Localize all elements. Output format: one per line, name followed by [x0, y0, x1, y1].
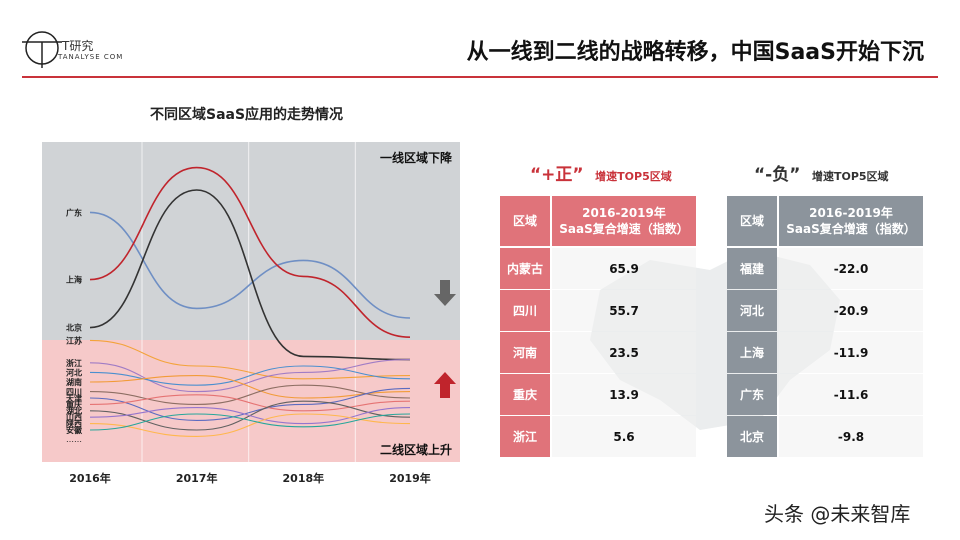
row-region: 北京 [727, 416, 777, 457]
series-line-3 [89, 189, 411, 361]
x-tick-label: 2019年 [389, 471, 431, 485]
series-line-7 [89, 375, 411, 399]
series-label: 重庆 [66, 399, 82, 409]
series-label: 江苏 [66, 335, 82, 345]
series-label-more: …… [66, 435, 82, 444]
row-value: -11.9 [779, 332, 923, 373]
row-region: 上海 [727, 332, 777, 373]
row-region: 河南 [500, 332, 550, 373]
col-header-value: 2016-2019年 SaaS复合增速（指数） [552, 196, 696, 246]
chart-title: 不同区域SaaS应用的走势情况 [150, 107, 344, 123]
logo-en-text: TANALYSE COM [58, 53, 124, 61]
series-label: 陕西 [66, 419, 82, 429]
row-region: 四川 [500, 290, 550, 331]
bottom-region-annotation: 二线区域上升 [380, 442, 452, 457]
series-line-1 [89, 211, 411, 319]
upper-region-band [42, 142, 460, 340]
positive-title-small: 增速TOP5区域 [595, 170, 672, 183]
negative-growth-table: 区域 2016-2019年 SaaS复合增速（指数） 福建 -22.0 河北 -20.9 上… [727, 196, 923, 457]
series-label: 安徽 [66, 425, 83, 435]
row-region: 广东 [727, 374, 777, 415]
positive-growth-table: 区域 2016-2019年 SaaS复合增速（指数） 内蒙古 65.9 四川 55.7 河南… [500, 196, 696, 457]
row-value: 23.5 [552, 332, 696, 373]
series-label: 河北 [66, 367, 82, 377]
row-region: 河北 [727, 290, 777, 331]
negative-table-title: “-负” 增速TOP5区域 [754, 160, 889, 185]
row-value: 5.6 [552, 416, 696, 457]
slide-title: 从一线到二线的战略转移，中国SaaS开始下沉 [466, 40, 924, 65]
row-value: 13.9 [552, 374, 696, 415]
row-value: 65.9 [552, 248, 696, 289]
row-region: 福建 [727, 248, 777, 289]
region-trend-chart: 2016年 2017年 2018年 2019年 广东上海北京江苏浙江河北湖南四川天津重庆… [42, 142, 463, 485]
col-header-region: 区域 [500, 196, 550, 246]
row-region: 内蒙古 [500, 248, 550, 289]
series-line-12 [89, 407, 411, 425]
positive-title-big: “+正” [530, 165, 584, 185]
tanalyse-logo [22, 31, 62, 68]
series-line-9 [89, 387, 411, 421]
x-tick-label: 2018年 [283, 471, 325, 485]
row-value: -9.8 [779, 416, 923, 457]
series-label: 上海 [66, 275, 82, 285]
title-rule [22, 76, 938, 78]
series-label: 天津 [66, 393, 82, 403]
logo-cn-text: T研究 [62, 39, 94, 53]
series-label: 湖南 [66, 377, 82, 387]
x-tick-label: 2017年 [176, 471, 218, 485]
x-tick-label: 2016年 [69, 471, 111, 485]
series-line-8 [89, 384, 411, 405]
up-arrow-icon [434, 372, 456, 398]
row-value: -20.9 [779, 290, 923, 331]
col-header-value: 2016-2019年 SaaS复合增速（指数） [779, 196, 923, 246]
series-label: 四川 [66, 388, 82, 397]
positive-table-title: “+正” 增速TOP5区域 [530, 160, 672, 185]
negative-title-big: “-负” [754, 165, 801, 185]
series-label: 山西 [66, 412, 82, 422]
series-label: 浙江 [66, 358, 82, 368]
series-line-13 [89, 413, 411, 437]
series-label: 广东 [66, 207, 82, 217]
negative-title-small: 增速TOP5区域 [811, 170, 889, 183]
series-line-5 [89, 359, 411, 393]
top-region-annotation: 一线区域下降 [380, 150, 453, 165]
series-line-4 [89, 339, 411, 380]
series-line-14 [89, 413, 411, 431]
row-region: 浙江 [500, 416, 550, 457]
row-value: -22.0 [779, 248, 923, 289]
row-region: 重庆 [500, 374, 550, 415]
series-line-10 [89, 394, 411, 412]
series-line-2 [89, 166, 411, 338]
row-value: -11.6 [779, 374, 923, 415]
watermark-text: 头条 @未来智库 [764, 502, 911, 526]
col-header-region: 区域 [727, 196, 777, 246]
down-arrow-icon [434, 280, 456, 306]
row-value: 55.7 [552, 290, 696, 331]
series-label: 湖北 [66, 406, 82, 416]
series-label: 北京 [66, 323, 82, 333]
